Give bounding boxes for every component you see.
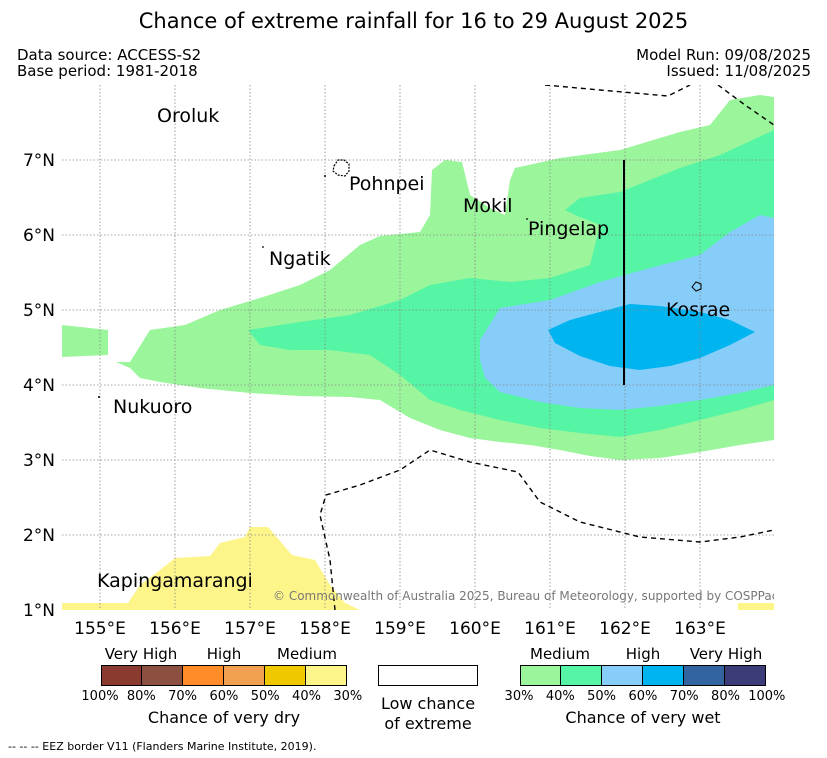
latitude-label: 3°N xyxy=(23,451,55,471)
longitude-label: 160°E xyxy=(449,619,501,639)
longitude-label: 162°E xyxy=(599,619,651,639)
longitude-label: 159°E xyxy=(374,619,426,639)
pohnpei-islet-marker xyxy=(324,175,326,177)
low-chance-label-line2: of extreme xyxy=(378,714,478,733)
longitude-label: 163°E xyxy=(674,619,726,639)
dry-category-very-high: Very High xyxy=(100,645,182,663)
place-label-pohnpei: Pohnpei xyxy=(349,173,425,195)
wet-tick-label: 100% xyxy=(742,689,792,704)
longitude-label: 157°E xyxy=(224,619,276,639)
longitude-label: 155°E xyxy=(74,619,126,639)
place-label-kosrae: Kosrae xyxy=(666,299,730,321)
latitude-label: 7°N xyxy=(23,151,55,171)
wet-swatch xyxy=(601,665,643,686)
dry-category-high: High xyxy=(183,645,265,663)
dry-category-medium: Medium xyxy=(266,645,348,663)
wet-category-very-high: Very High xyxy=(685,645,767,663)
dry-swatch xyxy=(101,665,142,686)
dry-swatch xyxy=(264,665,306,686)
wet-category-high: High xyxy=(602,645,684,663)
latitude-label: 2°N xyxy=(23,526,55,546)
longitude-label: 161°E xyxy=(524,619,576,639)
place-label-pingelap: Pingelap xyxy=(528,218,609,240)
latitude-labels: 7°N 6°N 5°N 4°N 3°N 2°N 1°N xyxy=(23,151,55,621)
wet-swatch xyxy=(560,665,602,686)
place-label-oroluk: Oroluk xyxy=(157,105,219,127)
dry-swatch xyxy=(141,665,183,686)
wet-swatch xyxy=(642,665,684,686)
longitude-label: 156°E xyxy=(149,619,201,639)
wet-category-medium: Medium xyxy=(519,645,601,663)
dry-swatch xyxy=(305,665,347,686)
latitude-label: 1°N xyxy=(23,601,55,621)
place-label-nukuoro: Nukuoro xyxy=(113,396,192,418)
longitude-labels: 155°E 156°E 157°E 158°E 159°E 160°E 161°E 162°E… xyxy=(74,619,726,639)
dry-swatch xyxy=(182,665,224,686)
map-plot-area: Oroluk Pohnpei Mokil Pingelap Ngatik Kos… xyxy=(62,85,778,610)
copyright-notice: © Commonwealth of Australia 2025, Bureau… xyxy=(273,589,778,603)
latitude-label: 6°N xyxy=(23,226,55,246)
ngatik-marker xyxy=(262,246,264,248)
place-label-kapingamarangi: Kapingamarangi xyxy=(97,570,253,592)
low-chance-swatch xyxy=(378,665,478,686)
wet-colorbar xyxy=(520,665,766,686)
latitude-label: 4°N xyxy=(23,376,55,396)
dry-colorbar xyxy=(101,665,347,686)
wet-swatch xyxy=(724,665,766,686)
longitude-label: 158°E xyxy=(299,619,351,639)
low-chance-label-line1: Low chance xyxy=(378,694,478,713)
dry-tick-label: 30% xyxy=(323,689,373,704)
wet-swatch xyxy=(683,665,725,686)
latitude-label: 5°N xyxy=(23,301,55,321)
wet-legend-caption: Chance of very wet xyxy=(519,708,767,727)
dry-swatch xyxy=(223,665,265,686)
place-label-ngatik: Ngatik xyxy=(269,248,331,270)
eez-footnote: -- -- -- EEZ border V11 (Flanders Marine… xyxy=(8,740,316,753)
dry-legend-caption: Chance of very dry xyxy=(100,708,348,727)
wet-swatch xyxy=(520,665,561,686)
nukuoro-marker xyxy=(98,396,100,398)
place-label-mokil: Mokil xyxy=(463,195,513,217)
